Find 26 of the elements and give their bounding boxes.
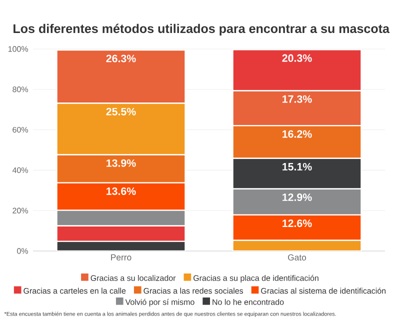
y-tick-label: 40% (12, 167, 28, 174)
data-label: 13.9% (106, 159, 136, 167)
data-label: 20.3% (282, 54, 312, 62)
x-tick-label: Gato (288, 254, 306, 260)
data-label: 25.5% (106, 108, 136, 116)
x-tick-label: Perro (111, 254, 132, 260)
legend-label: Gracias a su localizador (90, 275, 176, 281)
data-label: 12.6% (282, 220, 312, 228)
y-tick-label: 80% (12, 86, 28, 92)
legend-label: Gracias a carteles en la calle (24, 288, 126, 294)
legend-label: Gracias a su placa de identificación (193, 274, 318, 282)
y-tick-label: 100% (8, 46, 28, 52)
legend-label: Gracias al sistema de identificación (261, 288, 386, 294)
data-label: 17.3% (282, 95, 312, 103)
legend-label: Gracias a las redes sociales (144, 288, 244, 294)
data-label: 15.1% (282, 162, 312, 171)
legend-label: Volvió por sí mismo (125, 298, 194, 306)
data-label: 26.3% (106, 54, 136, 62)
data-label: 13.6% (106, 187, 136, 195)
y-tick-label: 20% (12, 208, 28, 214)
y-tick-label: 60% (12, 126, 28, 133)
y-tick-label: 0% (17, 248, 28, 254)
chart-title: Los diferentes métodos utilizados para encontrar a su mascota (14, 24, 390, 36)
data-label: 16.2% (282, 130, 312, 138)
data-label: 12.9% (282, 193, 312, 202)
legend-label: No lo he encontrado (212, 299, 284, 305)
